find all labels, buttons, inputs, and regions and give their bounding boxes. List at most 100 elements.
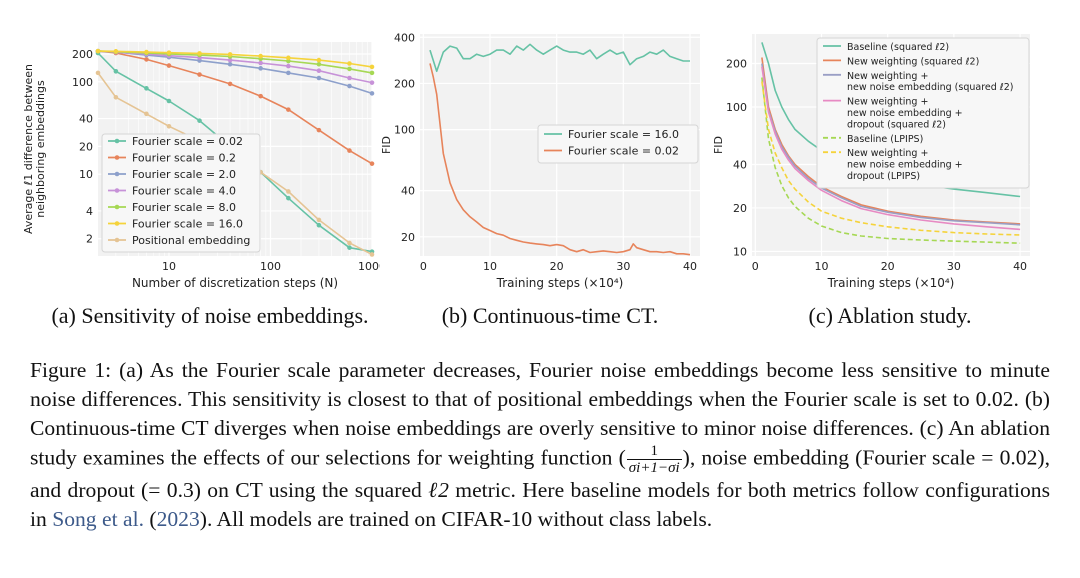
legend-label: new noise embedding (squared ℓ2) [847,82,1013,93]
data-point [286,195,291,201]
data-point [227,81,233,87]
data-point [316,75,322,81]
panel-c: 0 10 20 30 40 10 20 40 100 200 Training steps (×10… [710,24,1060,299]
data-point [197,118,202,123]
x-axis-label: Number of discretization steps (N) [132,276,338,290]
data-point [369,91,375,96]
chart-continuous-time-ct: 0 10 20 30 40 20 40 100 200 400 Training steps (×1… [380,31,700,290]
data-point [316,127,322,133]
y-tick-label: 10 [733,245,747,258]
data-point [113,95,119,100]
data-point [369,64,375,70]
legend-label: New weighting (squared ℓ2) [847,56,979,67]
y-tick-label: 10 [79,168,93,181]
data-point [347,240,352,246]
data-point [95,48,101,54]
legend-label: Fourier scale = 0.02 [132,135,243,148]
legend-marker [114,155,120,160]
data-point [286,63,291,69]
legend-label: Fourier scale = 4.0 [132,185,236,198]
data-point [369,70,375,76]
data-point [144,49,149,55]
data-point [144,57,149,62]
legend-label: new noise embedding + [847,160,963,171]
caption-text: Figure 1: (a) As the Fourier scale param… [30,358,1050,470]
data-point [144,86,149,91]
caption-text: ). All models are trained on CIFAR-10 wi… [199,507,713,531]
data-point [258,66,263,71]
figure-caption: Figure 1: (a) As the Fourier scale param… [30,356,1050,534]
chart-sensitivity: 10 100 1000 2 4 10 20 40 100 200 Number of discret… [22,42,386,290]
data-point [347,148,352,153]
y-tick-label: 20 [401,231,415,244]
data-point [347,75,352,81]
x-tick-label: 20 [550,260,564,273]
data-point [113,69,119,74]
data-point [286,107,291,112]
y-tick-label: 100 [72,76,93,89]
subcaption-b: (b) Continuous-time CT. [441,303,659,328]
y-tick-label: 200 [72,48,93,61]
x-tick-label: 30 [947,260,961,273]
data-point [316,68,322,73]
weighting-fraction: 1 σi+1−σi [626,443,682,476]
x-tick-label: 40 [1013,260,1027,273]
caption-text: ), noise embedding (Fourier scale = 0.02… [30,445,1050,502]
legend-box [101,133,261,253]
legend-label: Fourier scale = 2.0 [132,168,236,181]
x-tick-label: 10 [815,260,829,273]
legend-label: Fourier scale = 16.0 [568,128,679,141]
y-tick-label: 100 [394,124,415,137]
data-point [369,80,375,85]
legend-label: Fourier scale = 8.0 [132,201,236,214]
data-point [227,61,233,67]
legend-marker [114,171,120,177]
legend-label: dropout (squared ℓ2) [847,119,946,130]
x-tick-label: 1000 [358,260,380,273]
data-point [197,72,202,77]
legend-marker [114,188,120,193]
data-point [316,61,322,67]
data-point [347,83,352,89]
x-tick-label: 20 [881,260,895,273]
series-line-4 [761,77,1021,244]
data-point [347,61,352,66]
y-tick-label: 200 [726,57,747,70]
data-point [258,93,263,99]
y-tick-label: 40 [733,158,747,171]
citation-link[interactable]: Song et al. [52,507,144,531]
fraction-denominator: σi+1−σi [628,460,680,476]
data-point [347,245,352,250]
data-point [227,57,233,63]
data-point [286,70,291,76]
data-point [95,70,101,76]
data-point [258,60,263,66]
data-point [166,98,172,104]
data-point [316,57,322,63]
x-tick-label: 30 [616,260,630,273]
y-axis-label: Average ℓ1 difference between [22,64,35,234]
y-tick-label: 2 [86,233,93,246]
legend-box [537,124,699,164]
y-tick-label: 20 [79,140,93,153]
legend-box [816,37,1030,189]
data-point [113,49,119,54]
legend-label: New weighting + [847,71,928,82]
data-point [369,161,375,166]
legend-label: Positional embedding [132,234,250,247]
legend-label: Fourier scale = 0.2 [132,152,236,165]
data-point [316,222,322,228]
y-tick-label: 20 [733,202,747,215]
data-point [286,189,291,194]
legend-label: Fourier scale = 0.02 [568,145,679,158]
y-axis-label: neighboring embeddings [34,80,47,218]
series-line-5 [761,81,1021,236]
data-point [286,55,291,61]
data-point [227,52,233,57]
y-tick-label: 100 [726,101,747,114]
x-tick-label: 10 [483,260,497,273]
y-tick-label: 40 [79,113,93,126]
citation-year-link[interactable]: 2023 [156,507,200,531]
legend-marker [114,237,120,243]
x-tick-label: 0 [420,260,427,273]
